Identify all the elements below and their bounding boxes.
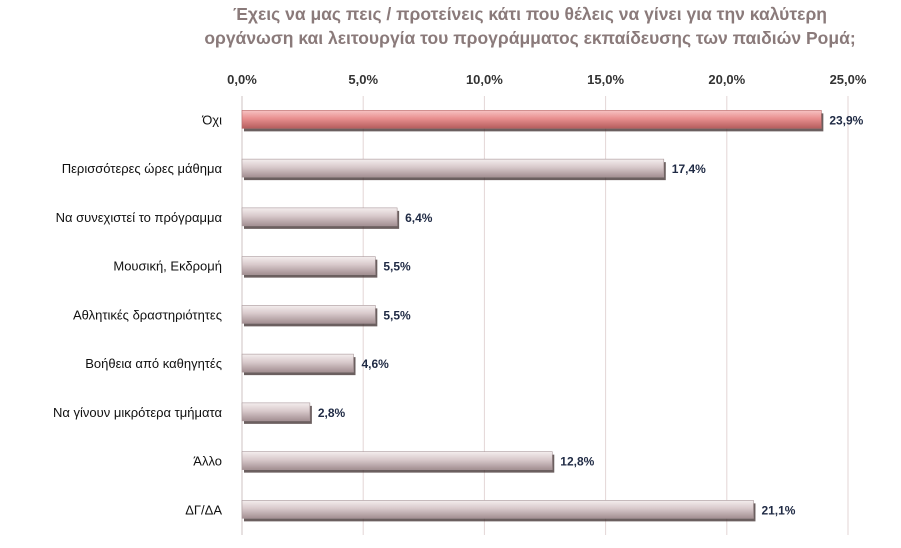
bar bbox=[241, 256, 376, 275]
category-label: Να συνεχιστεί το πρόγραμμα bbox=[56, 210, 223, 225]
data-label: 4,6% bbox=[362, 357, 390, 371]
x-tick-label: 20,0% bbox=[708, 72, 745, 87]
category-label: Άλλο bbox=[193, 454, 222, 469]
data-label: 5,5% bbox=[383, 260, 411, 274]
bars bbox=[241, 110, 824, 522]
bar bbox=[241, 305, 376, 324]
x-tick-label: 10,0% bbox=[466, 72, 503, 87]
category-label: ΔΓ/ΔΑ bbox=[185, 502, 222, 517]
data-label: 12,8% bbox=[560, 455, 594, 469]
x-tick-label: 15,0% bbox=[587, 72, 624, 87]
chart-title-line-2: οργάνωση και λειτουργία του προγράμματος… bbox=[204, 28, 856, 48]
category-label: Περισσότερες ώρες μάθημα bbox=[62, 161, 223, 176]
bar bbox=[241, 353, 354, 373]
x-axis-tick-labels: 0,0% 5,0% 10,0% 15,0% 20,0% 25,0% bbox=[227, 72, 867, 87]
data-label: 21,1% bbox=[761, 503, 795, 517]
data-label: 17,4% bbox=[672, 162, 706, 176]
x-tick-label: 0,0% bbox=[227, 72, 257, 87]
data-label: 5,5% bbox=[383, 308, 411, 322]
bar bbox=[241, 451, 553, 470]
x-tick-label: 5,0% bbox=[348, 72, 378, 87]
category-label: Μουσική, Εκδρομή bbox=[113, 259, 222, 274]
category-label: Να γίνουν μικρότερα τμήματα bbox=[53, 405, 222, 420]
category-label: Βοήθεια από καθηγητές bbox=[85, 356, 222, 371]
category-label: Αθλητικές δραστηριότητες bbox=[73, 307, 222, 322]
x-tick-label: 25,0% bbox=[830, 72, 867, 87]
data-label: 23,9% bbox=[829, 113, 863, 127]
data-labels: 23,9% 17,4% 6,4% 5,5% 5,5% 4,6% 2,8% 12,8% 21,1% bbox=[318, 113, 864, 517]
data-label: 6,4% bbox=[405, 211, 433, 225]
bar bbox=[241, 158, 665, 178]
chart-title-line-1: Έχεις να μας πεις / προτείνεις κάτι που … bbox=[232, 4, 827, 24]
bar bbox=[241, 402, 311, 422]
category-label: Όχι bbox=[201, 112, 222, 127]
bar bbox=[241, 207, 398, 227]
category-labels: Όχι Περισσότερες ώρες μάθημα Να συνεχιστεί… bbox=[53, 112, 222, 517]
bar bbox=[241, 500, 754, 519]
chart-title: Έχεις να μας πεις / προτείνεις κάτι που … bbox=[160, 2, 900, 50]
bar-highlight bbox=[241, 110, 822, 129]
data-label: 2,8% bbox=[318, 406, 346, 420]
